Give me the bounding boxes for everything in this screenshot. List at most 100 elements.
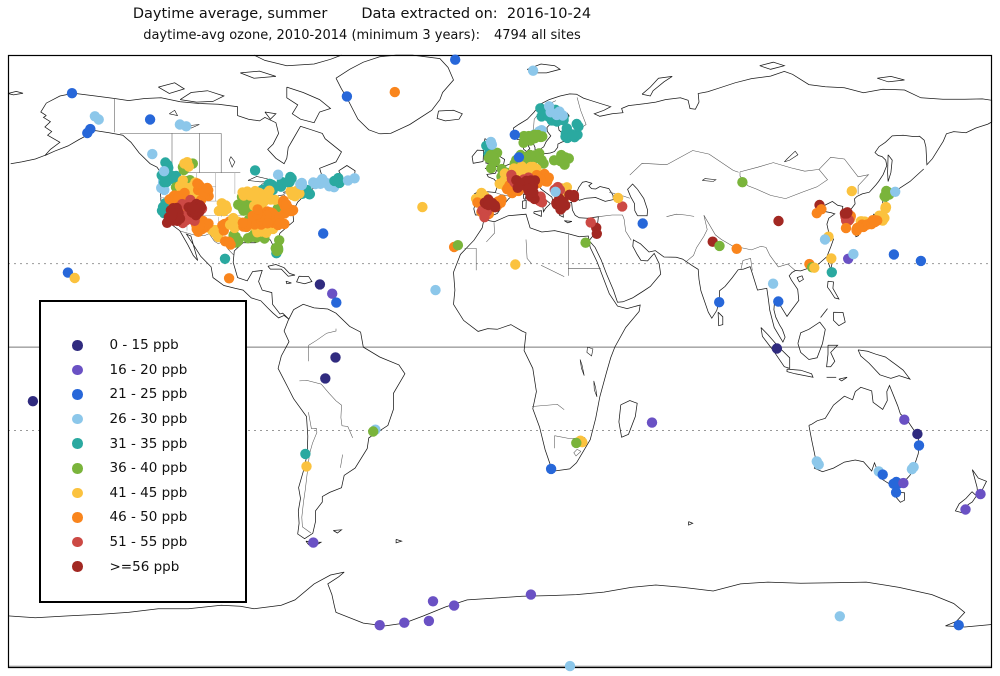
site-dot	[714, 240, 725, 252]
site-dot	[771, 343, 783, 354]
map-outline	[688, 521, 694, 526]
map-outline	[531, 404, 565, 410]
site-dot	[585, 217, 596, 228]
legend-label: 0 - 15 ppb	[109, 337, 179, 354]
site-dot	[545, 107, 556, 118]
map-outline	[827, 280, 840, 300]
legend-dot-icon	[72, 413, 83, 425]
legend-row: >=56 ppb	[41, 554, 245, 579]
site-dot	[525, 589, 537, 600]
site-dot	[513, 152, 525, 163]
legend-dot-icon	[72, 561, 83, 572]
map-outline	[564, 220, 573, 224]
map-outline	[229, 156, 236, 168]
site-dot	[479, 212, 490, 223]
site-dot	[527, 65, 539, 76]
map-outline	[586, 346, 594, 357]
legend-row: 36 - 40 ppb	[41, 456, 245, 481]
site-dot	[898, 477, 909, 489]
legend-row: 46 - 50 ppb	[41, 505, 245, 530]
site-dot	[82, 127, 93, 139]
site-dot	[571, 118, 582, 130]
site-dot	[915, 255, 927, 267]
site-dot	[144, 114, 156, 125]
legend-dot-icon	[72, 340, 83, 351]
site-dot	[809, 262, 820, 273]
map-outline	[887, 154, 893, 182]
site-dot	[568, 191, 580, 203]
map-outline	[453, 213, 641, 472]
site-dot	[510, 259, 521, 270]
site-dot	[483, 198, 495, 210]
site-dot	[846, 185, 857, 197]
map-outline	[7, 571, 992, 628]
site-dot	[912, 428, 923, 440]
legend-label: 31 - 35 ppb	[109, 435, 188, 452]
site-dot	[281, 199, 292, 210]
site-dot	[840, 222, 852, 234]
site-dot	[368, 426, 379, 437]
map-outline	[436, 109, 463, 122]
legend-row: 41 - 45 ppb	[41, 481, 245, 506]
site-dot	[318, 228, 329, 239]
site-dot	[975, 488, 986, 500]
site-dot	[834, 611, 845, 622]
map-outline	[525, 239, 532, 264]
map-outline	[158, 82, 186, 94]
map-outline	[760, 327, 791, 369]
site-dot	[487, 151, 498, 162]
site-dot	[571, 437, 582, 449]
site-dot	[906, 464, 918, 475]
site-dot	[262, 218, 273, 229]
site-dot	[320, 177, 331, 188]
legend-label: 51 - 55 ppb	[109, 534, 188, 551]
map-outline	[299, 380, 353, 439]
legend-label: 46 - 50 ppb	[109, 509, 188, 526]
map-outline	[641, 76, 673, 97]
legend-row: 26 - 30 ppb	[41, 407, 245, 432]
subtitle-left: daytime-avg ozone, 2010-2014 (minimum 3 …	[143, 28, 480, 43]
map-outline	[10, 154, 47, 165]
world-map	[7, 54, 993, 672]
site-dot	[813, 459, 824, 470]
site-dot	[423, 615, 435, 627]
site-dot	[548, 155, 560, 166]
map-outline	[877, 76, 905, 83]
site-dot	[518, 137, 529, 148]
site-dot	[848, 248, 859, 260]
site-dot	[242, 233, 254, 244]
site-dot	[274, 218, 286, 229]
site-dot	[269, 194, 281, 205]
site-dot	[342, 175, 354, 186]
map-outline	[40, 92, 342, 320]
site-dot	[295, 178, 307, 189]
map-outline	[808, 384, 920, 487]
map-outline	[333, 529, 343, 534]
site-dot	[249, 165, 261, 176]
figure-subtitle: daytime-avg ozone, 2010-2014 (minimum 3 …	[0, 28, 724, 43]
site-dot	[327, 288, 338, 299]
map-frame	[7, 54, 993, 669]
site-dot	[331, 297, 342, 308]
map-outline	[898, 168, 924, 189]
site-dot	[192, 178, 203, 189]
site-dot	[637, 218, 648, 229]
site-dot	[194, 203, 206, 214]
site-dot	[448, 600, 460, 611]
legend-row: 16 - 20 ppb	[41, 358, 245, 383]
site-dot	[93, 114, 104, 125]
site-dot	[485, 163, 497, 174]
legend-row: 21 - 25 ppb	[41, 382, 245, 407]
site-dot	[737, 177, 748, 188]
site-dot	[427, 596, 439, 607]
site-dot	[816, 204, 827, 215]
site-dot	[512, 182, 523, 193]
legend-dot-icon	[72, 463, 83, 474]
site-dot	[314, 279, 326, 290]
map-outline	[739, 162, 828, 199]
site-dot	[839, 208, 851, 219]
subtitle-site-count: 4794 all sites	[493, 28, 581, 43]
map-outline	[277, 303, 406, 540]
map-outline	[740, 258, 753, 271]
site-dot	[580, 237, 591, 248]
